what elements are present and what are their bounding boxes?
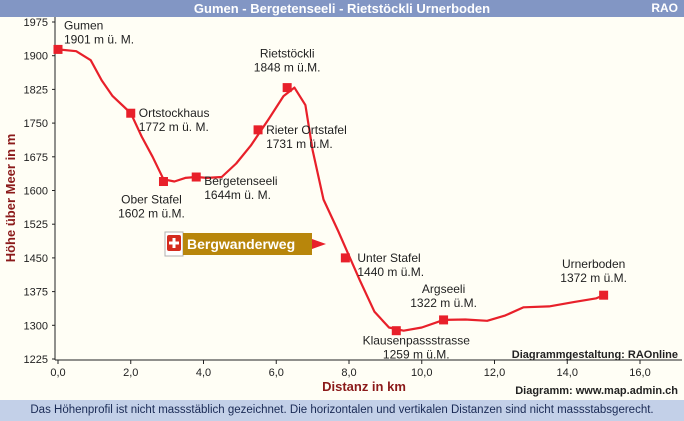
waypoint-marker: [53, 44, 63, 54]
ticks-layer: 1975 1900 1825 1750 1675 1600 1525 1450 1375 1300…: [24, 17, 651, 379]
swiss-cross-horizontal: [169, 241, 179, 245]
waypoint-elevation: 1731 m ü.M.: [266, 137, 333, 151]
waypoint-name: Gumen: [64, 18, 103, 32]
sign-plate: [183, 233, 312, 255]
credit-design: Diagrammgestaltung: RAOnline: [512, 349, 678, 361]
y-tick-label: 1375: [24, 287, 48, 299]
y-tick-label: 1450: [24, 253, 48, 265]
waypoint-elevation: 1372 m ü.M.: [560, 271, 627, 285]
y-tick-label: 1750: [24, 118, 48, 130]
waypoint-name: Rieter Ortstafel: [266, 123, 347, 137]
x-tick-label: 14,0: [557, 367, 578, 379]
waypoint-name: Urnerboden: [562, 257, 625, 271]
y-tick-label: 1975: [24, 17, 48, 29]
waypoint-elevation: 1848 m ü.M.: [254, 61, 321, 75]
bergwanderweg-sign: Bergwanderweg: [164, 231, 326, 257]
waypoint-name: Ortstockhaus: [139, 106, 210, 120]
waypoint-name: Rietstöckli: [260, 47, 315, 61]
waypoint-elevation: 1322 m ü.M.: [410, 296, 477, 310]
waypoint-name: Unter Stafel: [357, 251, 420, 265]
waypoint-elevation: 1644m ü. M.: [204, 188, 271, 202]
y-tick-label: 1900: [24, 51, 48, 63]
waypoint-marker: [191, 172, 201, 182]
x-tick-label: 12,0: [484, 367, 505, 379]
waypoint-elevation: 1259 m ü.M.: [383, 348, 450, 362]
y-tick-label: 1825: [24, 84, 48, 96]
y-tick-label: 1225: [24, 354, 48, 366]
waypoint-name: Argseeli: [422, 282, 465, 296]
y-tick-label: 1600: [24, 186, 48, 198]
credit-source: Diagramm: www.map.admin.ch: [515, 385, 678, 397]
plot-area: [55, 17, 682, 360]
title-bar: Gumen - Bergetenseeli - Rietstöckli Urne…: [0, 0, 684, 17]
waypoint-name: Bergetenseeli: [204, 174, 277, 188]
waypoint-marker: [599, 290, 609, 300]
waypoint-elevation: 1440 m ü.M.: [357, 265, 424, 279]
sign-arrow-icon: [312, 239, 326, 249]
footer-note: Das Höhenprofil ist nicht massstäblich g…: [0, 400, 684, 421]
x-tick-label: 2,0: [123, 367, 138, 379]
sign-text: Bergwanderweg: [187, 236, 295, 252]
x-tick-label: 16,0: [629, 367, 650, 379]
y-axis-title: Höhe über Meer in m: [3, 134, 18, 263]
waypoint-marker: [282, 83, 292, 93]
waypoint-marker: [340, 253, 350, 263]
waypoint-marker: [126, 108, 136, 118]
x-tick-label: 0,0: [50, 367, 65, 379]
waypoint-elevation: 1772 m ü. M.: [139, 120, 209, 134]
waypoint-marker: [158, 177, 168, 187]
brand-label: RAO: [651, 1, 678, 15]
waypoint-markers: [53, 44, 609, 336]
waypoint-elevation: 1602 m ü.M.: [118, 207, 185, 221]
waypoint-elevation: 1901 m ü. M.: [64, 32, 134, 46]
elevation-profile-line: [57, 48, 605, 332]
y-tick-label: 1525: [24, 219, 48, 231]
y-tick-label: 1675: [24, 152, 48, 164]
waypoint-name: Klausenpassstrasse: [363, 334, 471, 348]
waypoint-marker: [253, 125, 263, 135]
x-tick-label: 4,0: [196, 367, 211, 379]
x-tick-label: 10,0: [411, 367, 432, 379]
y-tick-label: 1300: [24, 320, 48, 332]
x-tick-label: 8,0: [341, 367, 356, 379]
waypoint-marker: [439, 315, 449, 325]
x-axis-title: Distanz in km: [322, 379, 406, 394]
chart-title: Gumen - Bergetenseeli - Rietstöckli Urne…: [193, 1, 491, 16]
x-tick-label: 6,0: [269, 367, 284, 379]
waypoint-marker: [391, 326, 401, 336]
waypoint-name: Ober Stafel: [121, 193, 182, 207]
